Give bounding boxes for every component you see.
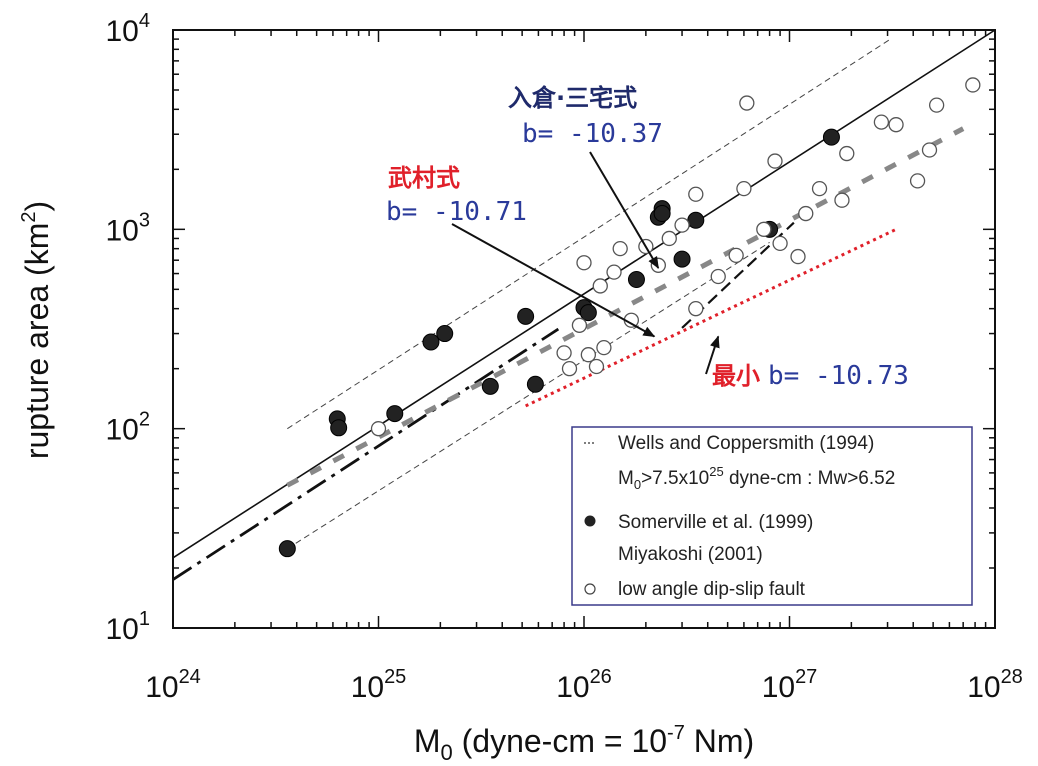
- axis-ticks: [172, 30, 995, 629]
- somerville-point: [687, 211, 705, 229]
- lowangle-point: [739, 95, 755, 111]
- minimum-arrow: [705, 335, 720, 375]
- x-axis-title: M0 (dyne-cm = 10-7 Nm): [414, 722, 754, 765]
- y-axis-title: rupture area (km2): [18, 201, 55, 459]
- line-thin-dashed-lower: [287, 241, 770, 550]
- lowangle-point: [790, 248, 806, 265]
- x-tick-label: 1027: [762, 666, 818, 704]
- lowangle-point: [772, 235, 788, 252]
- x-tick-label: 1028: [967, 666, 1023, 704]
- line-dashdot: [172, 327, 560, 581]
- irikura-arrow: [589, 151, 660, 269]
- annotation-minimum: 最小 b= -10.73: [705, 335, 909, 391]
- legend-lowangle: low angle dip-slip fault: [618, 579, 806, 600]
- takemura-label: 武村式: [388, 164, 460, 192]
- takemura-b-value: b= -10.71: [386, 197, 527, 227]
- lowangle-point: [756, 221, 772, 237]
- lowangle-point: [571, 317, 588, 333]
- line-solid: [172, 29, 996, 559]
- y-tick-label: 104: [106, 10, 151, 48]
- lowangle-point: [612, 241, 628, 257]
- lowangle-point: [588, 358, 605, 375]
- lowangle-point: [965, 77, 981, 93]
- legend-open-circle-symbol: [584, 583, 596, 595]
- somerville-point: [481, 377, 499, 395]
- x-tick-label: 1024: [145, 666, 201, 704]
- line-red-dotted: [524, 227, 897, 408]
- x-tick-label: 1025: [351, 666, 407, 704]
- lowangle-point: [580, 347, 597, 363]
- lowangle-point: [661, 230, 677, 247]
- legend-filled-circle-symbol: [584, 515, 596, 527]
- lowangle-point: [736, 180, 752, 197]
- lowangle-point: [839, 145, 855, 162]
- tick-labels: 1024 1025 1026 1027 1028 101 102 103 104: [106, 10, 1023, 704]
- annotation-irikura: 入倉·三宅式 b= -10.37: [508, 84, 663, 269]
- somerville-point: [627, 271, 645, 289]
- legend-somerville: Somerville et al. (1999): [618, 512, 813, 533]
- somerville-point: [278, 540, 296, 558]
- somerville-point: [673, 250, 691, 268]
- lowangle-point: [606, 264, 622, 280]
- lowangle-point: [728, 247, 744, 264]
- somerville-point: [386, 405, 404, 423]
- somerville-point: [579, 304, 597, 322]
- somerville-point: [822, 128, 840, 146]
- lowangle-point: [909, 173, 926, 189]
- minimum-label: 最小: [712, 362, 760, 390]
- lowangle-point: [370, 421, 387, 437]
- lowangle-point: [556, 345, 572, 361]
- lowangle-point: [674, 217, 690, 233]
- lowangle-point: [710, 268, 726, 285]
- x-tick-label: 1026: [556, 666, 612, 704]
- lowangle-point: [928, 97, 945, 113]
- lowangle-point: [798, 205, 814, 222]
- somerville-point: [517, 307, 535, 325]
- lowangle-point: [834, 192, 850, 208]
- lowangle-point: [592, 278, 608, 294]
- lowangle-point: [921, 142, 938, 158]
- somerville-point: [436, 325, 454, 343]
- irikura-b-value: b= -10.37: [522, 119, 663, 149]
- lowangle-point: [811, 180, 828, 197]
- lowangle-point: [596, 339, 612, 356]
- lowangle-point: [873, 114, 890, 130]
- y-tick-label: 103: [106, 209, 151, 247]
- lowangle-point: [576, 255, 592, 271]
- somerville-point: [653, 205, 671, 223]
- lowangle-point: [561, 361, 578, 377]
- legend: Wells and Coppersmith (1994) M0>7.5x1025…: [571, 426, 973, 606]
- legend-miyakoshi: Miyakoshi (2001): [618, 544, 763, 565]
- legend-box: [571, 426, 973, 606]
- y-tick-label: 102: [106, 409, 151, 447]
- legend-wells: Wells and Coppersmith (1994): [618, 433, 874, 454]
- irikura-label: 入倉·三宅式: [508, 84, 637, 112]
- somerville-point: [330, 419, 348, 437]
- lowangle-point: [767, 153, 783, 169]
- lowangle-point: [688, 186, 704, 202]
- lowangle-point: [888, 117, 904, 133]
- annotation-takemura: 武村式 b= -10.71: [386, 164, 656, 338]
- lowangle-point: [688, 301, 704, 317]
- minimum-b-value: b= -10.73: [768, 361, 909, 391]
- y-tick-label: 101: [106, 608, 151, 646]
- somerville-point: [422, 333, 440, 351]
- somerville-point: [526, 375, 544, 393]
- data-points: [278, 77, 981, 558]
- legend-m0-condition: M0>7.5x1025 dyne-cm : Mw>6.52: [618, 464, 895, 492]
- takemura-arrow: [451, 223, 656, 338]
